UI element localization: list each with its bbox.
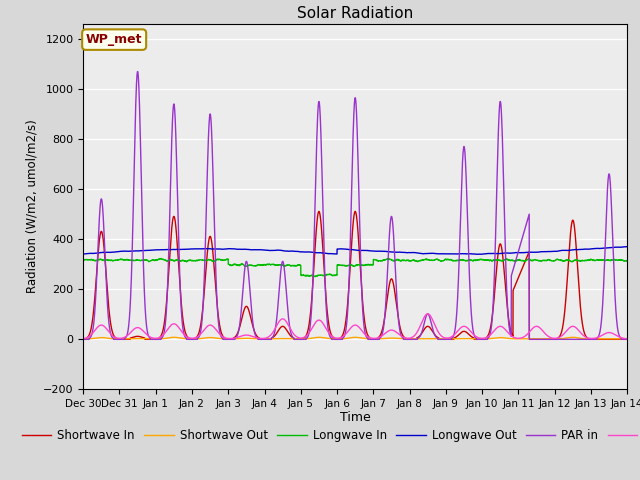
Shortwave In xyxy=(477,336,485,342)
Longwave In xyxy=(623,258,630,264)
PAR out xyxy=(623,336,630,342)
PAR in xyxy=(134,69,141,74)
PAR in xyxy=(477,336,485,342)
Shortwave Out xyxy=(623,336,630,342)
Shortwave Out xyxy=(335,336,342,342)
Longwave Out xyxy=(477,252,485,257)
PAR in xyxy=(623,336,631,342)
Shortwave In xyxy=(623,336,631,342)
Longwave Out xyxy=(79,251,87,257)
Longwave In xyxy=(157,255,165,261)
Line: Longwave Out: Longwave Out xyxy=(83,247,627,254)
PAR out xyxy=(424,311,431,317)
PAR in xyxy=(79,336,87,342)
PAR out xyxy=(447,334,455,340)
PAR in xyxy=(335,336,343,342)
Shortwave Out xyxy=(569,335,577,340)
PAR in xyxy=(623,336,630,342)
Shortwave In xyxy=(335,336,343,342)
PAR out xyxy=(508,334,516,339)
Longwave Out xyxy=(623,244,630,250)
Line: Shortwave In: Shortwave In xyxy=(83,211,627,339)
X-axis label: Time: Time xyxy=(340,411,371,424)
Line: PAR in: PAR in xyxy=(83,72,627,339)
Shortwave Out xyxy=(477,336,485,342)
Line: Shortwave Out: Shortwave Out xyxy=(83,337,627,339)
Longwave Out xyxy=(623,244,631,250)
PAR out xyxy=(623,336,631,342)
Shortwave In xyxy=(79,336,87,342)
Shortwave Out xyxy=(623,336,631,342)
Shortwave Out xyxy=(447,336,454,342)
Longwave Out xyxy=(447,251,454,257)
Y-axis label: Radiation (W/m2, umol/m2/s): Radiation (W/m2, umol/m2/s) xyxy=(26,120,39,293)
Text: WP_met: WP_met xyxy=(86,33,143,46)
Shortwave In xyxy=(177,296,185,302)
PAR in xyxy=(177,303,185,309)
PAR out xyxy=(79,336,87,341)
Longwave Out xyxy=(623,244,630,250)
Longwave In xyxy=(177,258,185,264)
Longwave In xyxy=(477,257,485,263)
PAR in xyxy=(447,336,455,342)
Longwave In xyxy=(508,257,516,263)
Shortwave Out xyxy=(79,336,87,342)
Longwave Out xyxy=(475,252,483,257)
Line: Longwave In: Longwave In xyxy=(83,258,627,276)
Shortwave In xyxy=(623,336,630,342)
Legend: Shortwave In, Shortwave Out, Longwave In, Longwave Out, PAR in, PAR out: Shortwave In, Shortwave Out, Longwave In… xyxy=(17,424,640,447)
PAR in xyxy=(508,271,516,276)
Longwave Out xyxy=(508,250,516,256)
Shortwave In xyxy=(315,208,323,214)
Longwave In xyxy=(335,262,343,268)
Shortwave Out xyxy=(177,336,185,341)
Longwave Out xyxy=(335,246,342,252)
Longwave In xyxy=(447,257,455,263)
Longwave In xyxy=(623,258,631,264)
PAR out xyxy=(177,328,185,334)
PAR out xyxy=(477,336,485,341)
Longwave In xyxy=(79,257,87,263)
Longwave In xyxy=(311,274,319,279)
Shortwave Out xyxy=(508,336,516,342)
Longwave Out xyxy=(177,247,185,252)
Line: PAR out: PAR out xyxy=(83,314,627,339)
PAR out xyxy=(335,335,342,341)
Title: Solar Radiation: Solar Radiation xyxy=(297,6,413,22)
Shortwave In xyxy=(447,336,455,342)
Shortwave In xyxy=(508,332,516,337)
